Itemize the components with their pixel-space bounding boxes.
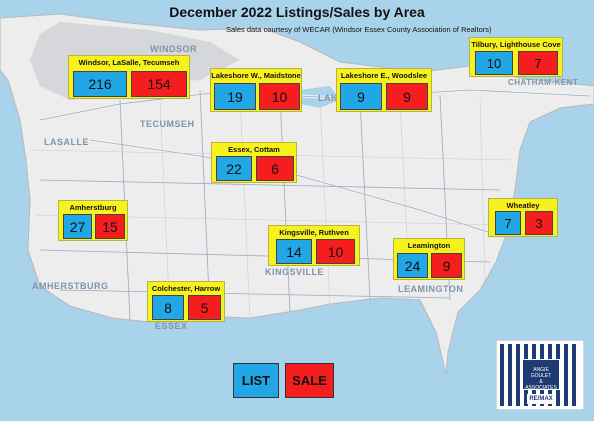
area-card-amherstburg: Amherstburg 27 15 [58, 200, 128, 241]
county-road [89, 139, 501, 237]
sale-count: 154 [131, 71, 187, 97]
map-label-chatham-kent: CHATHAM-KENT [508, 78, 579, 87]
list-count: 216 [73, 71, 127, 97]
list-count: 14 [276, 239, 312, 264]
sale-count: 9 [431, 253, 462, 278]
sale-count: 15 [95, 214, 125, 239]
list-count: 27 [63, 214, 92, 239]
sale-count: 9 [386, 83, 428, 110]
area-card-colchester: Colchester, Harrow 8 5 [147, 281, 225, 322]
sale-count: 6 [256, 156, 294, 181]
list-count: 9 [340, 83, 382, 110]
sale-count: 3 [525, 211, 553, 235]
area-card-lakeshore-west: Lakeshore W., Maidstone 19 10 [210, 68, 302, 112]
area-name: Kingsville, Ruthven [279, 228, 349, 237]
page-subtitle: Sales data courtesy of WECAR (Windsor Es… [226, 25, 492, 34]
area-card-lakeshore-east: Lakeshore E., Woodslee 9 9 [336, 68, 432, 112]
area-name: Windsor, LaSalle, Tecumseh [78, 58, 180, 67]
area-name: Lakeshore W., Maidstone [211, 71, 301, 80]
area-name: Amherstburg [69, 203, 117, 212]
map-label-lasalle: LASALLE [44, 137, 89, 147]
page-title: December 2022 Listings/Sales by Area [169, 4, 425, 20]
area-name: Leamington [407, 241, 451, 250]
list-count: 10 [475, 51, 513, 75]
legend-list: LIST [233, 363, 279, 398]
county-road [39, 179, 501, 191]
area-card-tilbury: Tilbury, Lighthouse Cove 10 7 [469, 37, 563, 77]
local-road [319, 99, 331, 307]
logo-line-1: ANGIE GOULET [530, 367, 552, 379]
sale-count: 5 [188, 295, 221, 320]
area-name: Tilbury, Lighthouse Cove [471, 40, 561, 49]
area-card-windsor: Windsor, LaSalle, Tecumseh 216 154 [68, 55, 190, 99]
map-label-windsor: WINDSOR [150, 44, 197, 54]
county-road [359, 99, 371, 301]
map-label-amherstburg: AMHERSTBURG [32, 281, 109, 291]
list-count: 8 [152, 295, 184, 320]
area-name: Lakeshore E., Woodslee [340, 71, 428, 80]
area-card-essex: Essex, Cottam 22 6 [211, 142, 297, 183]
area-name: Essex, Cottam [228, 145, 280, 154]
sale-count: 7 [518, 51, 558, 75]
logo-plate: ANGIE GOULET & ASSOCIATES [522, 359, 560, 391]
area-card-kingsville: Kingsville, Ruthven 14 10 [268, 225, 360, 266]
sale-count: 10 [259, 83, 300, 110]
area-name: Wheatley [506, 201, 540, 210]
list-count: 22 [216, 156, 252, 181]
area-card-leamington: Leamington 24 9 [393, 238, 465, 280]
remax-logo: RE/MAX [527, 394, 555, 404]
legend-sale: SALE [285, 363, 334, 398]
map-label-leamington: LEAMINGTON [398, 284, 464, 294]
map-label-essex: ESSEX [155, 321, 188, 331]
area-card-wheatley: Wheatley 7 3 [488, 198, 558, 237]
county-road [199, 89, 211, 319]
map-label-lakeshore: LAK [318, 93, 338, 103]
area-name: Colchester, Harrow [151, 284, 221, 293]
list-count: 24 [397, 253, 428, 278]
list-count: 7 [495, 211, 521, 235]
map-label-kingsville: KINGSVILLE [265, 267, 325, 277]
logo-line-2: & ASSOCIATES [525, 379, 557, 391]
local-road [239, 94, 251, 319]
county-road [59, 289, 451, 299]
brand-logo: ANGIE GOULET & ASSOCIATES RE/MAX [496, 340, 584, 410]
sale-count: 10 [316, 239, 355, 264]
county-road [279, 94, 291, 313]
map-label-tecumseh: TECUMSEH [140, 119, 195, 129]
local-road [479, 99, 486, 281]
list-count: 19 [214, 83, 256, 110]
